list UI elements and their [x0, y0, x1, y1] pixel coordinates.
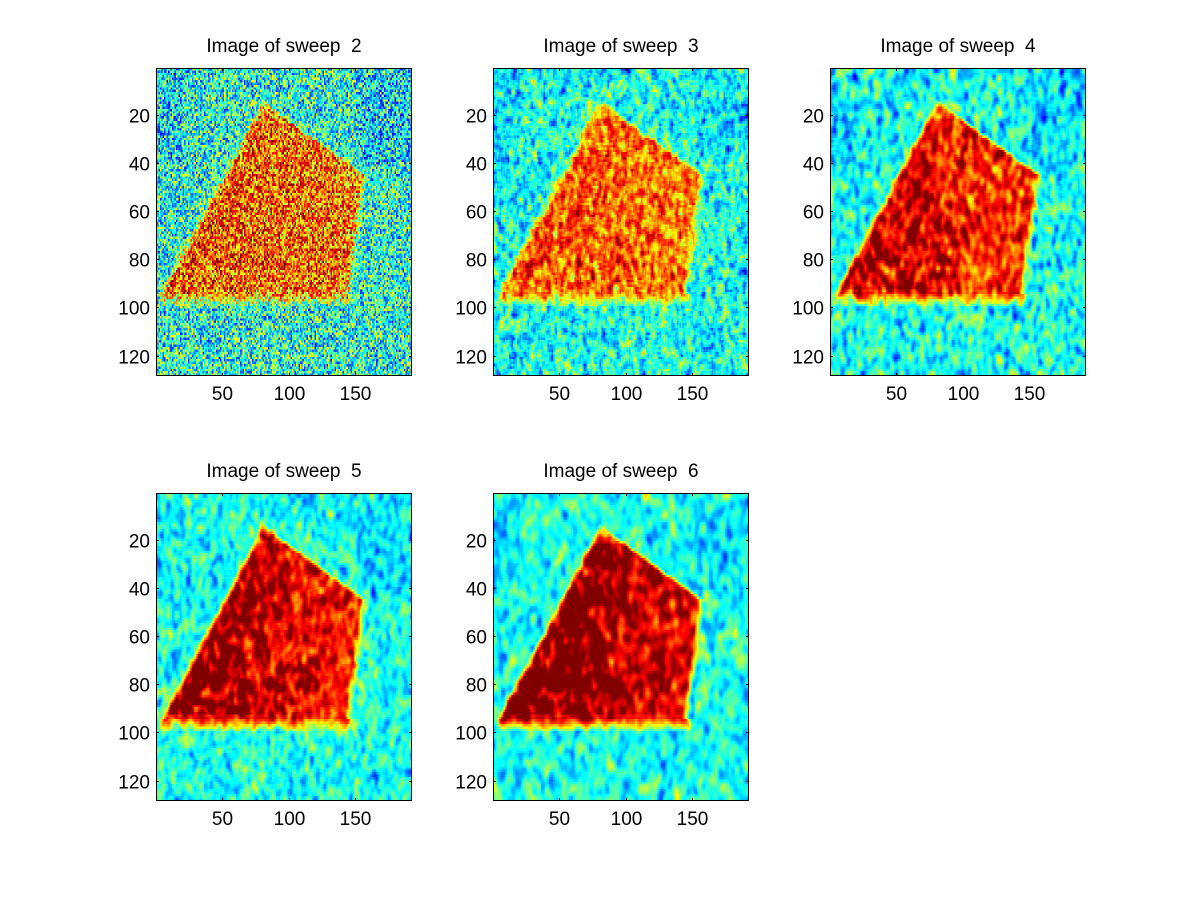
x-tick-label: 100 [274, 809, 306, 830]
y-tick-label: 60 [803, 203, 824, 224]
y-tick-label: 100 [455, 299, 487, 320]
panel-title: Image of sweep 4 [880, 36, 1036, 57]
x-tick-label: 100 [274, 384, 306, 405]
y-tick-label: 40 [466, 580, 487, 601]
y-tick-label: 40 [466, 155, 487, 176]
x-tick-label: 150 [677, 809, 709, 830]
heatmap-panel-4: 50 100 150 20 40 60 80 100 120 Image of sweep 5 [118, 461, 412, 830]
y-tick-label: 20 [129, 107, 150, 128]
y-tick-label: 80 [466, 676, 487, 697]
y-tick-label: 100 [455, 724, 487, 745]
axes-frame [493, 493, 749, 801]
x-tick-label: 50 [212, 809, 233, 830]
y-tick-label: 120 [118, 348, 150, 369]
x-tick-label: 50 [212, 384, 233, 405]
y-tick-label: 120 [792, 348, 824, 369]
heatmap-image [493, 68, 749, 376]
y-tick-label: 100 [118, 724, 150, 745]
panel-title: Image of sweep 3 [543, 36, 698, 57]
axes-frame [156, 68, 412, 376]
x-tick-label: 50 [549, 809, 570, 830]
panel-title: Image of sweep 2 [206, 36, 361, 57]
heatmap-panel-1: 50 100 150 20 40 60 80 100 120 Image of sweep 2 [118, 36, 412, 405]
panel-title: Image of sweep 5 [206, 461, 361, 482]
x-tick-label: 100 [611, 809, 643, 830]
y-tick-label: 60 [466, 203, 487, 224]
y-tick-label: 40 [129, 580, 150, 601]
x-tick-label: 100 [611, 384, 643, 405]
heatmap-image [493, 493, 749, 801]
heatmap-image [156, 68, 412, 376]
heatmap-panel-3: 50 100 150 20 40 60 80 100 120 Image of sweep 4 [792, 36, 1086, 405]
heatmap-image [156, 493, 412, 801]
x-tick-label: 100 [948, 384, 980, 405]
y-tick-label: 60 [466, 628, 487, 649]
x-tick-label: 150 [1014, 384, 1046, 405]
x-tick-label: 150 [677, 384, 709, 405]
axes-frame [156, 493, 412, 801]
axes-frame [493, 68, 749, 376]
y-tick-label: 40 [803, 155, 824, 176]
heatmap-image [830, 68, 1086, 376]
axes-frame [830, 68, 1086, 376]
y-tick-label: 80 [466, 251, 487, 272]
x-tick-label: 50 [886, 384, 907, 405]
y-tick-label: 120 [455, 348, 487, 369]
y-tick-label: 60 [129, 628, 150, 649]
y-tick-label: 20 [129, 532, 150, 553]
y-tick-label: 80 [129, 676, 150, 697]
x-tick-label: 50 [549, 384, 570, 405]
x-tick-label: 150 [340, 809, 372, 830]
y-tick-label: 20 [466, 532, 487, 553]
y-tick-label: 120 [118, 773, 150, 794]
y-tick-label: 80 [129, 251, 150, 272]
y-tick-label: 120 [455, 773, 487, 794]
x-tick-label: 150 [340, 384, 372, 405]
y-tick-label: 20 [803, 107, 824, 128]
y-tick-label: 100 [118, 299, 150, 320]
y-tick-label: 100 [792, 299, 824, 320]
y-tick-label: 60 [129, 203, 150, 224]
heatmap-panel-2: 50 100 150 20 40 60 80 100 120 Image of sweep 3 [455, 36, 749, 405]
y-tick-label: 80 [803, 251, 824, 272]
panel-title: Image of sweep 6 [543, 461, 698, 482]
y-tick-label: 40 [129, 155, 150, 176]
y-tick-label: 20 [466, 107, 487, 128]
heatmap-panel-5: 50 100 150 20 40 60 80 100 120 Image of sweep 6 [455, 461, 749, 830]
